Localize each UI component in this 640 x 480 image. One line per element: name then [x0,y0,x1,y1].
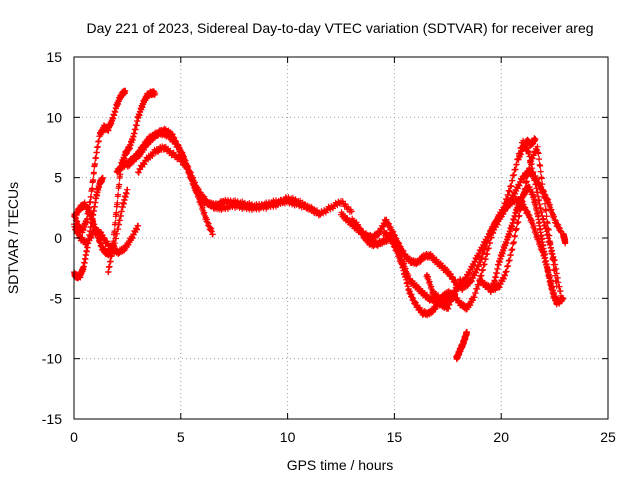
series-arc-17 [515,135,539,163]
plus-markers-arc-16 [487,183,567,307]
y-tick-label: -15 [42,411,62,427]
x-tick-label: 5 [177,429,185,445]
series-arc-16 [487,183,567,307]
grid [74,57,608,419]
plus-markers-arc-17 [515,135,539,163]
y-tick-label: -5 [50,290,63,306]
plus-markers-arc-8 [135,143,323,218]
x-axis-label: GPS time / hours [287,457,394,473]
x-tick-label: 15 [387,429,403,445]
x-tick-label: 25 [600,429,616,445]
axes: 0 5 10 15 20 25 -15 -10 -5 0 5 10 15 [42,49,616,445]
y-tick-label: -10 [42,351,62,367]
y-axis-label: SDTVAR / TECUs [5,182,21,294]
plus-markers-arc-5 [105,88,159,276]
x-tick-label: 20 [493,429,509,445]
y-tick-label: 10 [46,109,62,125]
y-tick-label: 15 [46,49,62,65]
plus-markers-arc-9 [338,209,466,293]
series-arc-9 [338,209,466,293]
x-tick-label: 10 [280,429,296,445]
series-arc-8 [135,143,323,218]
plus-markers-arc-18 [560,230,569,247]
y-tick-label: 0 [54,230,62,246]
series-arc-13 [453,328,470,363]
x-tick-label: 0 [70,429,78,445]
series-arc-5 [105,88,159,276]
series-arc-18 [560,230,569,247]
y-tick-label: 5 [54,170,62,186]
plus-markers-arc-13 [453,328,470,363]
chart-title: Day 221 of 2023, Sidereal Day-to-day VTE… [86,20,593,36]
data-series [71,87,569,363]
